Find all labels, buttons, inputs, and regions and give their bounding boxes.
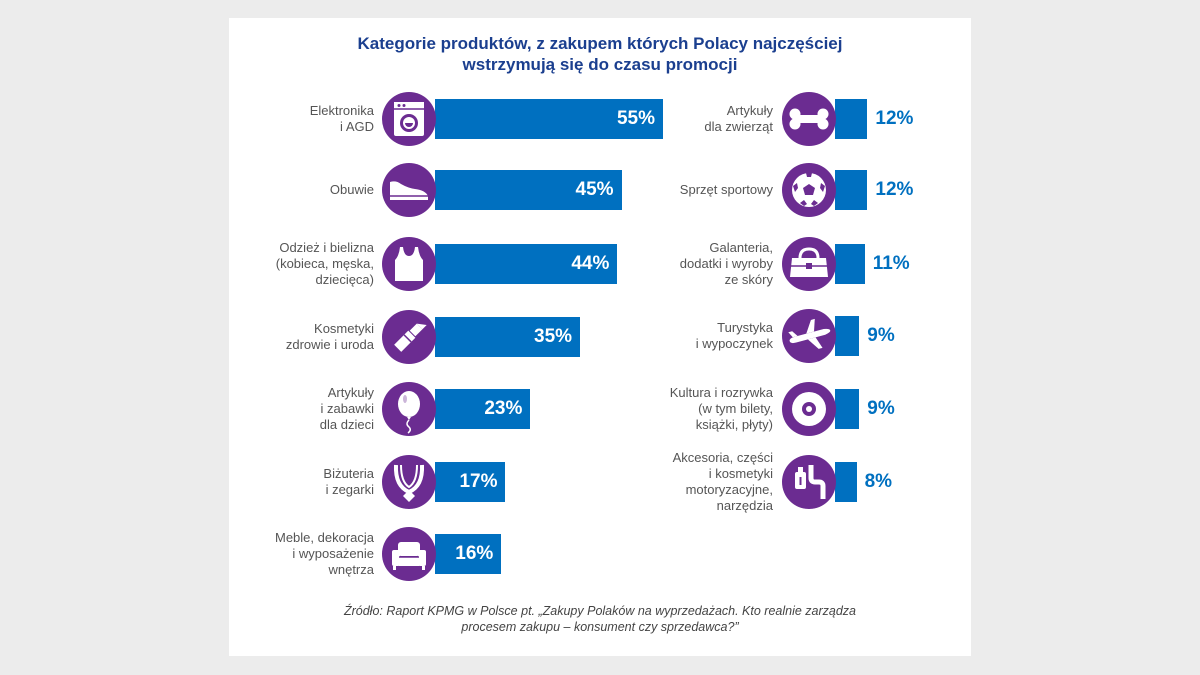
bar-right-2 — [835, 170, 868, 210]
category-label-line: Akcesoria, części — [672, 450, 773, 465]
bone-icon — [782, 92, 836, 146]
category-label-right-4: Turystyka i wypoczynek — [696, 320, 773, 352]
armchair-icon — [382, 527, 436, 581]
category-label-line: Obuwie — [329, 182, 374, 197]
category-label-line: Kosmetyki — [314, 321, 374, 336]
category-label-right-5: Kultura i rozrywka (w tym bilety, książki,… — [670, 385, 773, 433]
value-label-left-3: 44% — [571, 253, 610, 274]
category-label-line: Kultura i rozrywka — [669, 385, 773, 400]
category-label-line: i wypoczynek — [695, 336, 773, 351]
value-label-left-7: 16% — [455, 543, 494, 564]
bar-right-5 — [835, 389, 860, 429]
bar-left-1 — [435, 99, 663, 139]
shoe-icon — [382, 163, 436, 217]
necklace-icon — [382, 455, 436, 509]
washing-machine-icon — [382, 92, 436, 146]
handbag-icon — [782, 237, 836, 291]
source-line-2: procesem zakupu – konsument czy sprzedaw… — [461, 620, 739, 634]
soccer-ball-icon — [782, 163, 836, 217]
bar-right-3 — [835, 244, 865, 284]
category-label-left-6: Biżuteria i zegarki — [323, 466, 374, 498]
value-label-right-2: 12% — [875, 179, 914, 200]
balloon-icon — [382, 382, 436, 436]
bar-left-6 — [435, 462, 506, 502]
category-label-right-2: Sprzęt sportowy — [680, 182, 773, 198]
category-label-line: i wyposażenie — [292, 546, 374, 561]
category-label-line: Sprzęt sportowy — [679, 182, 773, 197]
category-label-line: i kosmetyki — [708, 466, 773, 481]
value-label-right-1: 12% — [875, 108, 914, 129]
category-label-line: Galanteria, — [709, 240, 773, 255]
bar-right-6 — [835, 462, 857, 502]
category-label-line: Biżuteria — [323, 466, 374, 481]
category-label-line: zdrowie i uroda — [285, 337, 374, 352]
category-label-left-1: Elektronika i AGD — [310, 103, 374, 135]
airplane-icon — [782, 309, 836, 363]
value-label-left-6: 17% — [459, 471, 498, 492]
bar-left-2 — [435, 170, 622, 210]
value-label-right-5: 9% — [867, 398, 895, 419]
bar-right-4 — [835, 316, 860, 356]
category-label-line: narzędzia — [716, 498, 773, 513]
category-label-line: Meble, dekoracja — [275, 530, 374, 545]
value-label-left-2: 45% — [575, 179, 614, 200]
category-label-left-4: Kosmetyki zdrowie i uroda — [286, 321, 374, 353]
category-label-line: ze skóry — [724, 272, 773, 287]
value-label-right-4: 9% — [867, 325, 895, 346]
category-label-line: Artykuły — [726, 103, 773, 118]
disc-icon — [782, 382, 836, 436]
value-label-left-4: 35% — [534, 326, 573, 347]
category-label-line: dla zwierząt — [704, 119, 773, 134]
category-label-line: i AGD — [340, 119, 374, 134]
category-label-right-1: Artykuły dla zwierząt — [704, 103, 773, 135]
category-label-left-5: Artykuły i zabawki dla dzieci — [320, 385, 374, 433]
car-parts-icon — [782, 455, 836, 509]
category-label-right-6: Akcesoria, części i kosmetyki motoryzacyjn… — [673, 450, 773, 514]
category-label-line: Turystyka — [717, 320, 773, 335]
category-label-line: dla dzieci — [319, 417, 374, 432]
chart-title: Kategorie produktów, z zakupem których P… — [229, 33, 971, 75]
category-label-line: Odzież i bielizna — [279, 240, 374, 255]
source-note: Źródło: Raport KPMG w Polsce pt. „Zakupy… — [229, 603, 971, 635]
bar-right-1 — [835, 99, 868, 139]
category-label-line: motoryzacyjne, — [685, 482, 773, 497]
value-label-right-6: 8% — [864, 471, 893, 492]
bar-left-7 — [435, 534, 502, 574]
chart-title-line-1: Kategorie produktów, z zakupem których P… — [357, 34, 843, 53]
tank-top-icon — [382, 237, 436, 291]
source-line-1: Źródło: Raport KPMG w Polsce pt. „Zakupy… — [343, 604, 857, 618]
category-label-line: dodatki i wyroby — [679, 256, 773, 271]
category-label-line: (kobieca, męska, — [275, 256, 374, 271]
category-label-line: wnętrza — [328, 562, 374, 577]
category-label-right-3: Galanteria, dodatki i wyroby ze skóry — [680, 240, 773, 288]
category-label-line: (w tym bilety, — [698, 401, 773, 416]
value-label-left-5: 23% — [484, 398, 523, 419]
category-label-line: Artykuły — [327, 385, 374, 400]
category-label-left-2: Obuwie — [330, 182, 374, 198]
value-label-left-1: 55% — [616, 108, 655, 129]
chart-title-line-2: wstrzymują się do czasu promocji — [462, 55, 738, 74]
category-label-line: książki, płyty) — [695, 417, 773, 432]
category-label-left-7: Meble, dekoracja i wyposażenie wnętrza — [275, 530, 374, 578]
bar-left-3 — [435, 244, 618, 284]
bar-left-5 — [435, 389, 531, 429]
value-label-right-3: 11% — [872, 253, 910, 274]
lipstick-icon — [382, 310, 436, 364]
category-label-line: i zegarki — [325, 482, 374, 497]
bar-left-4 — [435, 317, 581, 357]
category-label-line: dziecięca) — [315, 272, 374, 287]
category-label-left-3: Odzież i bielizna (kobieca, męska, dziecię… — [276, 240, 374, 288]
category-label-line: Elektronika — [309, 103, 374, 118]
category-label-line: i zabawki — [320, 401, 374, 416]
